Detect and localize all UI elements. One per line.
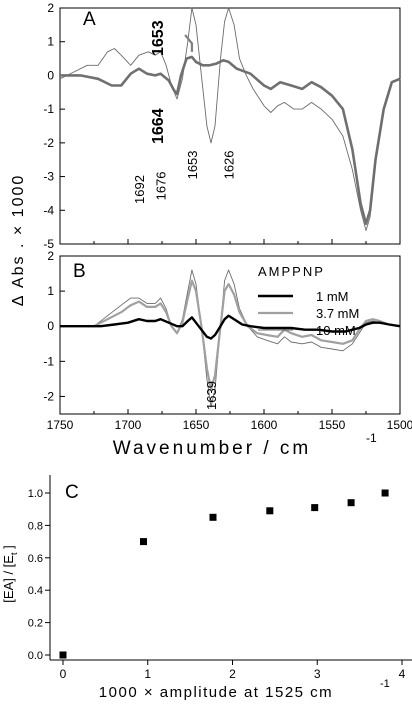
a-y-tick-label: 2 — [47, 1, 54, 15]
c-x-tick-label: 2 — [229, 667, 236, 681]
b-x-tick-label: 1750 — [47, 418, 74, 432]
b-x-axis-label-sup: -1 — [366, 431, 377, 445]
panel-c: C 0 1 2 3 4 0.0 0.2 0.4 0.6 0.8 1.0 1000 × amplit… — [1, 475, 412, 701]
b-y-tick-label: 2 — [47, 249, 54, 263]
c-x-tick-label: 0 — [60, 667, 67, 681]
c-y-tick-label: 0.4 — [28, 585, 43, 597]
c-y-tick-label: 0.0 — [28, 650, 43, 662]
c-y-tick-label: 0.6 — [28, 553, 43, 565]
a-y-tick-label: -1 — [43, 102, 54, 116]
a-y-tick-label: 0 — [47, 68, 54, 82]
panel-b-letter: B — [73, 261, 86, 282]
c-x-axis-label-sup: -1 — [380, 678, 390, 690]
legend: AMPPNP 1 mM 3.7 mM 10 mM — [258, 264, 359, 338]
panel-a-frame — [59, 7, 401, 245]
b-y-tick-label: 0 — [47, 319, 54, 333]
panel-a-letter: A — [83, 9, 96, 30]
c-data-point — [209, 513, 217, 521]
c-data-point — [140, 538, 147, 546]
annotation-marker-1653 — [184, 34, 194, 52]
c-y-tick-label: 0.8 — [28, 520, 43, 532]
c-data-point — [59, 651, 67, 659]
annotation-1664: 1664 — [150, 108, 167, 144]
a-y-tick-label: 1 — [47, 35, 54, 49]
b-series-10mM — [60, 269, 401, 408]
legend-label-1mM: 1 mM — [316, 289, 349, 304]
panel-b: B 1750 1700 1650 1600 1550 1500 -2 -1 0 1 2 1692 1… — [10, 150, 412, 459]
legend-label-3-7mM: 3.7 mM — [316, 306, 359, 321]
peak-label-1692: 1692 — [132, 175, 147, 204]
b-y-tick-label: 1 — [47, 284, 54, 298]
peak-label-1676: 1676 — [154, 171, 169, 200]
panel-c-letter: C — [65, 482, 79, 503]
b-series-3-7mM — [60, 279, 401, 391]
c-data-point — [347, 499, 355, 507]
b-y-axis-label: Δ Abs . × 1000 — [10, 174, 27, 307]
peak-label-1653: 1653 — [185, 150, 200, 179]
c-y-tick-label: 1.0 — [28, 488, 43, 500]
c-data-point — [381, 489, 389, 497]
b-series-1mM — [60, 314, 401, 340]
legend-label-10mM: 10 mM — [316, 323, 356, 338]
c-x-axis-label: 1000 × amplitude at 1525 cm — [99, 684, 333, 701]
a-y-tick-label: -4 — [43, 203, 54, 217]
b-y-tick-label: -1 — [43, 354, 54, 368]
b-x-tick-label: 1500 — [387, 418, 412, 432]
c-x-tick-label: 1 — [144, 667, 151, 681]
panel-a: A -5 -4 -3 -2 -1 0 1 2 1653 1664 — [43, 1, 401, 251]
peak-label-1626: 1626 — [222, 150, 237, 179]
c-y-tick-label: 0.2 — [28, 618, 43, 630]
b-x-axis-label: Wavenumber / cm — [113, 438, 311, 459]
b-x-tick-label: 1650 — [183, 418, 210, 432]
a-series-thick-gray — [60, 55, 401, 226]
c-y-axis-label: [EA] / [Et ] — [1, 545, 19, 602]
a-y-tick-label: -2 — [43, 136, 54, 150]
b-x-tick-label: 1600 — [251, 418, 278, 432]
a-y-tick-label: -3 — [43, 170, 54, 184]
c-x-tick-label: 4 — [399, 667, 406, 681]
legend-title: AMPPNP — [258, 264, 325, 279]
annotation-1653: 1653 — [150, 20, 167, 56]
peak-label-1639: 1639 — [204, 381, 219, 410]
a-series-thin-gray — [59, 7, 401, 231]
c-x-tick-label: 3 — [314, 667, 321, 681]
b-x-tick-label: 1700 — [115, 418, 142, 432]
c-data-point — [266, 507, 274, 515]
c-data-point — [311, 504, 319, 512]
b-y-tick-label: -2 — [43, 389, 54, 403]
a-y-tick-label: -5 — [43, 237, 54, 251]
b-x-tick-label: 1550 — [319, 418, 346, 432]
